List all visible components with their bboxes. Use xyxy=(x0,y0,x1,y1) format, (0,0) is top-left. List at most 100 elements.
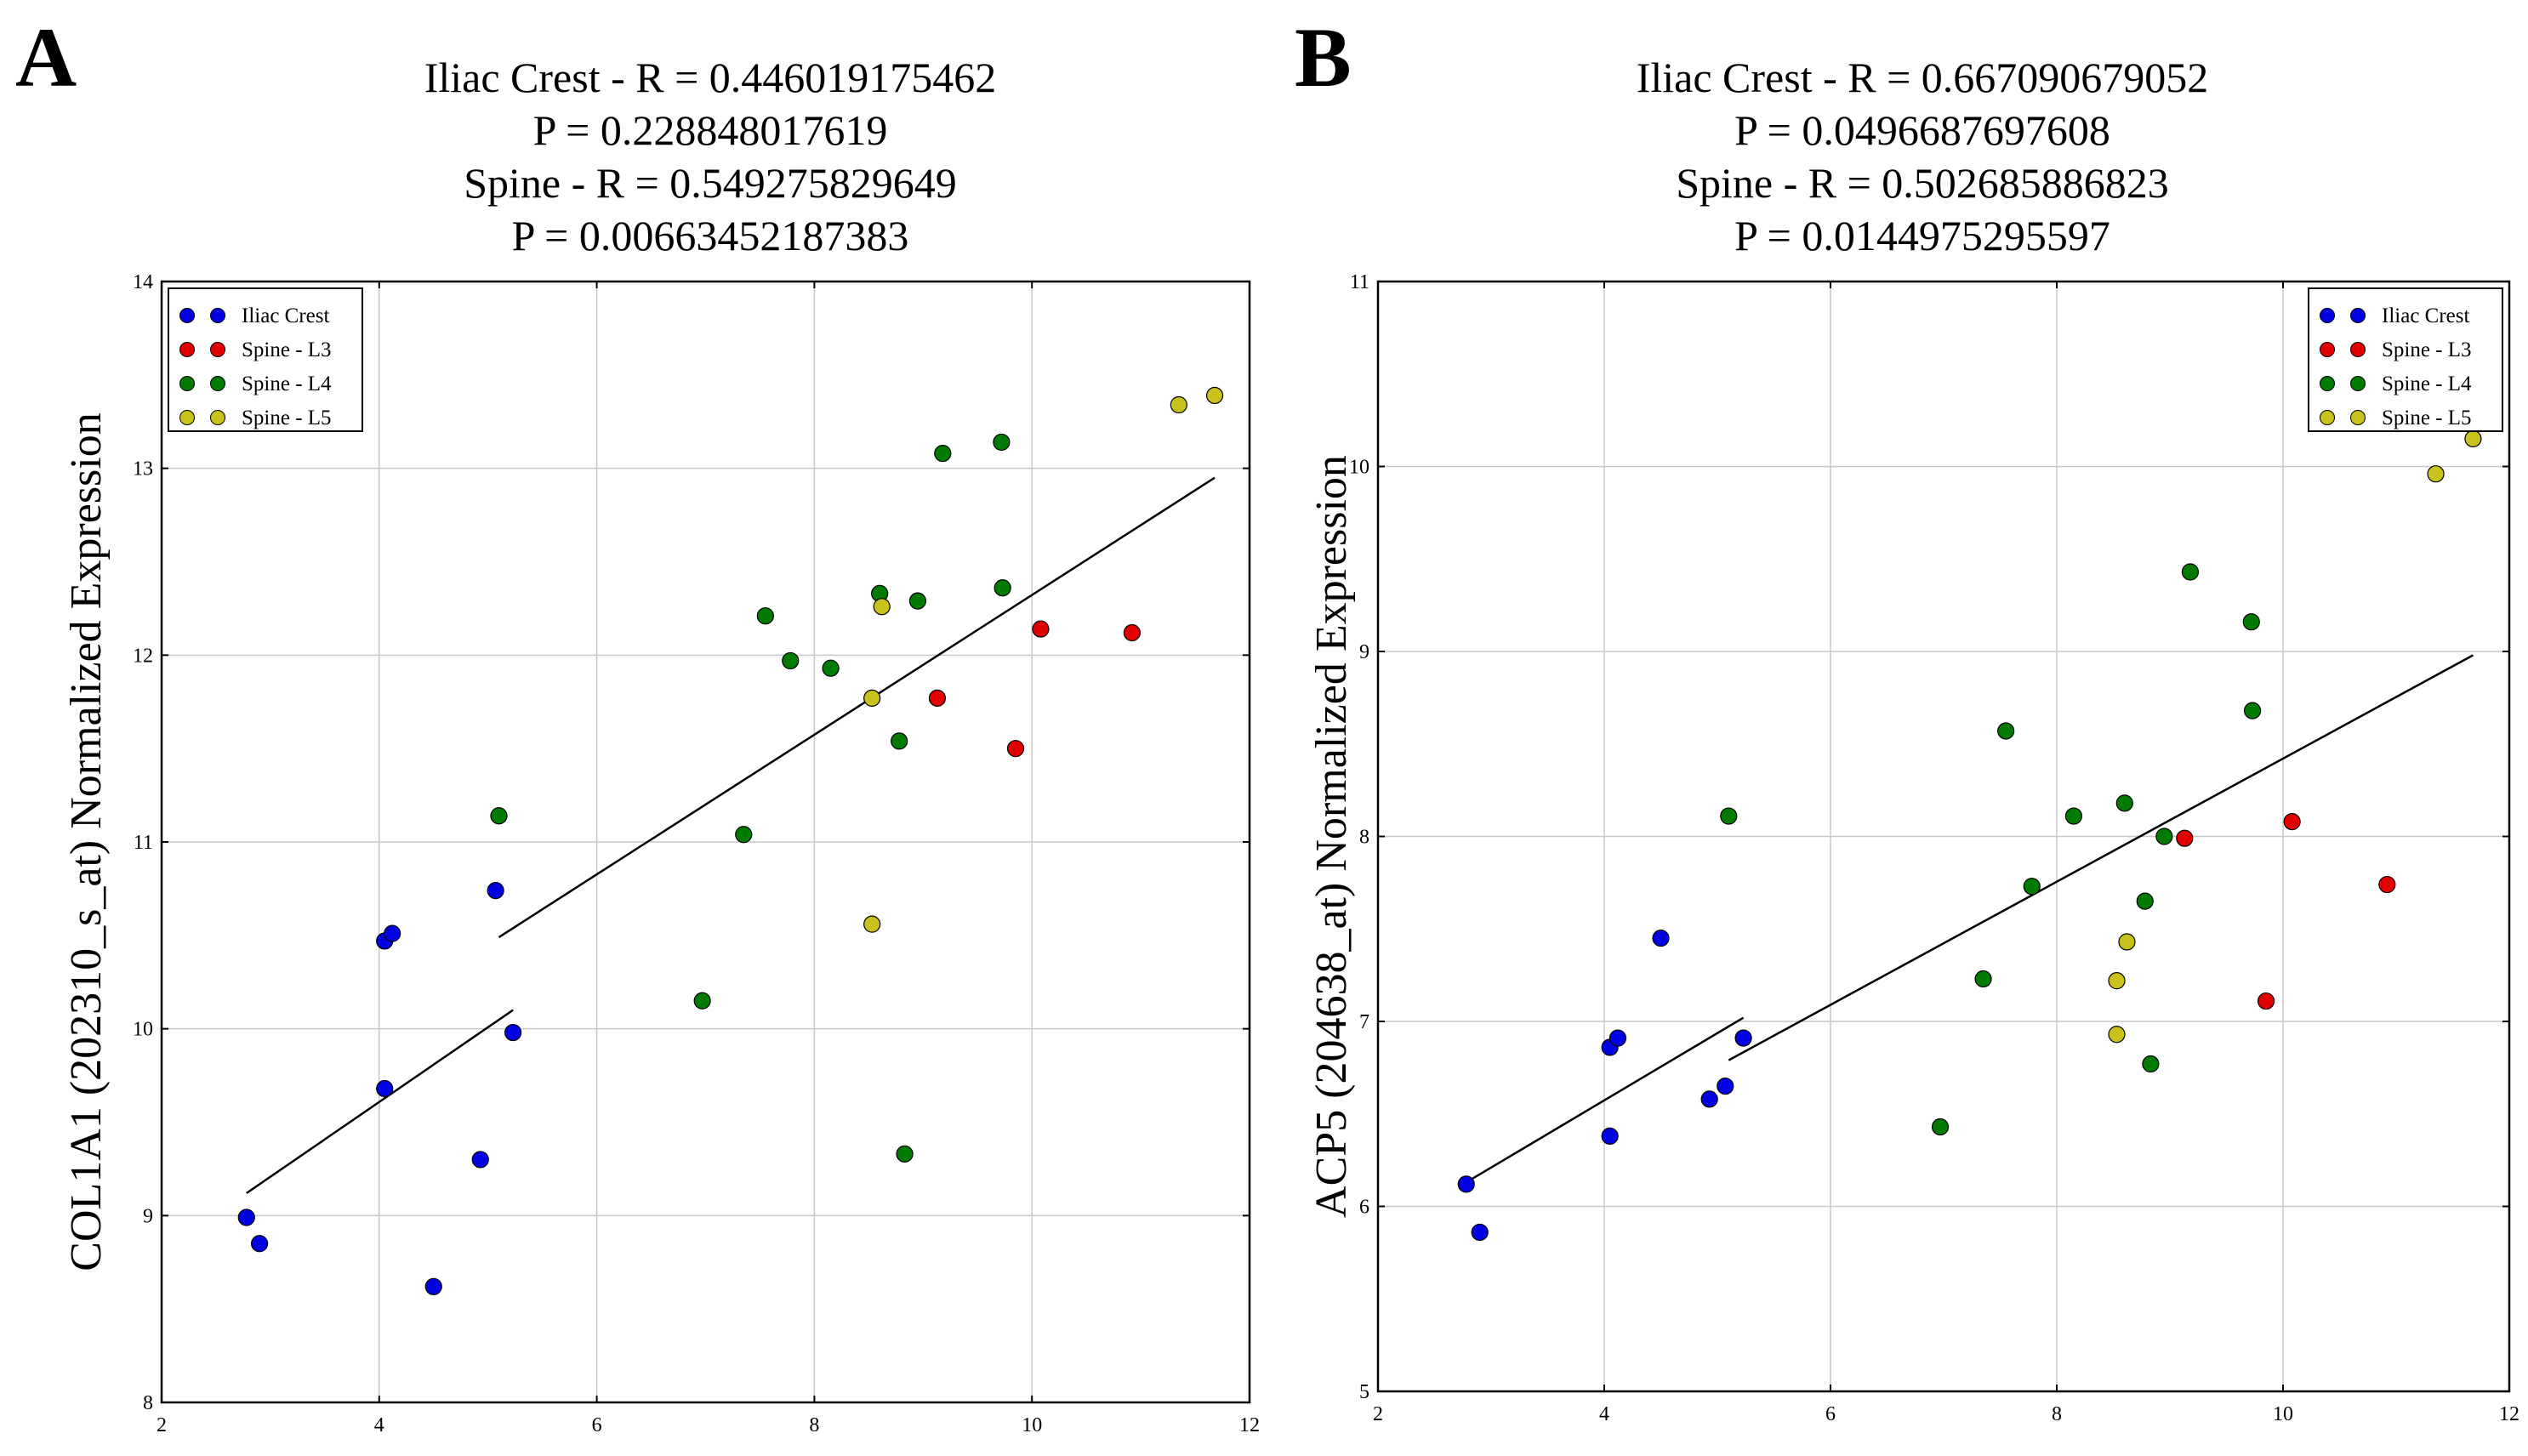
x-tick-label: 10 xyxy=(1022,1414,1042,1436)
x-tick-label: 8 xyxy=(809,1414,819,1436)
data-point xyxy=(2283,812,2301,831)
legend-marker xyxy=(210,410,225,425)
data-point xyxy=(424,1277,442,1295)
data-point xyxy=(2142,1055,2160,1073)
data-point xyxy=(1720,807,1738,825)
legend-marker xyxy=(210,376,225,391)
series-spine-l5 xyxy=(2108,429,2482,1044)
y-tick-label: 8 xyxy=(143,1392,153,1414)
series-spine-l5 xyxy=(863,386,1224,933)
y-tick-label: 14 xyxy=(133,271,153,293)
data-point xyxy=(891,732,908,750)
panel-b-title: Iliac Crest - R = 0.667090679052 P = 0.0… xyxy=(1637,54,2209,259)
legend-marker xyxy=(179,342,195,357)
fit-line xyxy=(246,1009,514,1195)
data-point xyxy=(928,689,947,707)
x-tick-label: 8 xyxy=(2052,1403,2062,1425)
data-point xyxy=(822,659,840,677)
data-point xyxy=(2136,892,2154,910)
data-point xyxy=(2115,794,2133,812)
data-point xyxy=(1974,970,1992,988)
panel-b-title-line-3: Spine - R = 0.502685886823 xyxy=(1676,159,2169,207)
series-spine-l3 xyxy=(928,620,1141,758)
data-point xyxy=(2118,933,2136,951)
fit-line xyxy=(1728,654,2474,1061)
panel-a-title-line-3: Spine - R = 0.549275829649 xyxy=(464,159,957,207)
series-spine-l4 xyxy=(490,433,1011,1163)
data-point xyxy=(1006,740,1025,758)
data-point xyxy=(782,651,800,670)
data-point xyxy=(863,915,881,933)
data-point xyxy=(1123,623,1141,642)
panel-a-title-line-2: P = 0.228848017619 xyxy=(533,106,888,154)
legend-marker xyxy=(179,410,195,425)
data-point xyxy=(2176,829,2194,847)
data-point xyxy=(1457,1175,1475,1193)
legend-marker xyxy=(179,376,195,391)
fit-line xyxy=(498,476,1216,939)
panel-letter-a: A xyxy=(15,10,77,105)
data-point xyxy=(237,1209,255,1226)
data-point xyxy=(1997,722,2015,740)
panel-a-title: Iliac Crest - R = 0.446019175462 P = 0.2… xyxy=(424,54,997,259)
data-point xyxy=(993,433,1011,452)
y-tick-label: 12 xyxy=(133,645,153,667)
y-tick-label: 10 xyxy=(1349,457,1369,479)
scatter-plot-b: 2 4 6 8 10 12 5 6 7 8 9 10 11 ACP5 (204638_at) Normal… xyxy=(1307,271,2519,1425)
panel-b-title-line-2: P = 0.0496687697608 xyxy=(1734,106,2110,154)
grid-b xyxy=(1378,282,2509,1391)
data-point xyxy=(1717,1078,1734,1095)
legend-marker xyxy=(210,342,225,357)
y-tick-label: 8 xyxy=(1359,827,1369,849)
data-point xyxy=(1170,395,1187,414)
legend-marker xyxy=(2320,376,2335,391)
panel-b-title-line-4: P = 0.0144975295597 xyxy=(1734,212,2110,259)
legend-marker xyxy=(2350,308,2366,323)
panel-a-title-line-4: P = 0.00663452187383 xyxy=(512,212,909,259)
panel-a-title-line-1: Iliac Crest - R = 0.446019175462 xyxy=(424,54,997,101)
x-tick-label: 4 xyxy=(1599,1403,1609,1425)
data-point xyxy=(2243,702,2262,719)
legend-marker xyxy=(2320,410,2335,425)
data-point xyxy=(934,444,952,463)
legend-label: Spine - L3 xyxy=(2382,338,2472,361)
data-point xyxy=(1931,1118,1950,1136)
data-point xyxy=(2108,1026,2126,1044)
data-point xyxy=(251,1235,269,1253)
data-point xyxy=(1205,386,1224,405)
legend-marker xyxy=(2350,376,2366,391)
y-tick-label: 13 xyxy=(133,458,153,481)
legend-marker xyxy=(2320,342,2335,357)
data-point xyxy=(994,579,1011,597)
data-point xyxy=(487,882,504,900)
data-point xyxy=(1608,1029,1627,1047)
fit-line xyxy=(1466,1016,1745,1184)
data-point xyxy=(471,1151,489,1169)
series-spine-l4 xyxy=(1720,563,2262,1136)
data-point xyxy=(735,826,753,844)
series-iliac-crest xyxy=(1457,930,1752,1242)
series-iliac-crest xyxy=(237,882,522,1295)
panel-b-title-line-1: Iliac Crest - R = 0.667090679052 xyxy=(1637,54,2209,101)
grid-a xyxy=(162,282,1250,1402)
legend-b: Iliac Crest Spine - L3 Spine - L4 Spine - L… xyxy=(2308,287,2503,432)
data-point xyxy=(2181,563,2200,581)
data-point xyxy=(376,1079,394,1098)
data-point xyxy=(504,1023,522,1042)
data-point xyxy=(873,598,891,616)
y-tick-label: 7 xyxy=(1359,1011,1369,1033)
data-point xyxy=(2427,465,2445,483)
data-point xyxy=(693,992,711,1010)
y-tick-label: 9 xyxy=(143,1205,153,1227)
data-point xyxy=(2378,875,2396,894)
data-point xyxy=(908,592,927,610)
data-point xyxy=(2155,828,2173,845)
legend-label: Spine - L5 xyxy=(242,407,332,429)
data-point xyxy=(2108,972,2126,990)
legend-label: Spine - L4 xyxy=(2382,373,2472,395)
y-tick-label: 11 xyxy=(134,832,153,854)
data-point xyxy=(2242,613,2260,631)
y-tick-label: 10 xyxy=(133,1019,153,1041)
legend-label: Iliac Crest xyxy=(2382,304,2469,327)
